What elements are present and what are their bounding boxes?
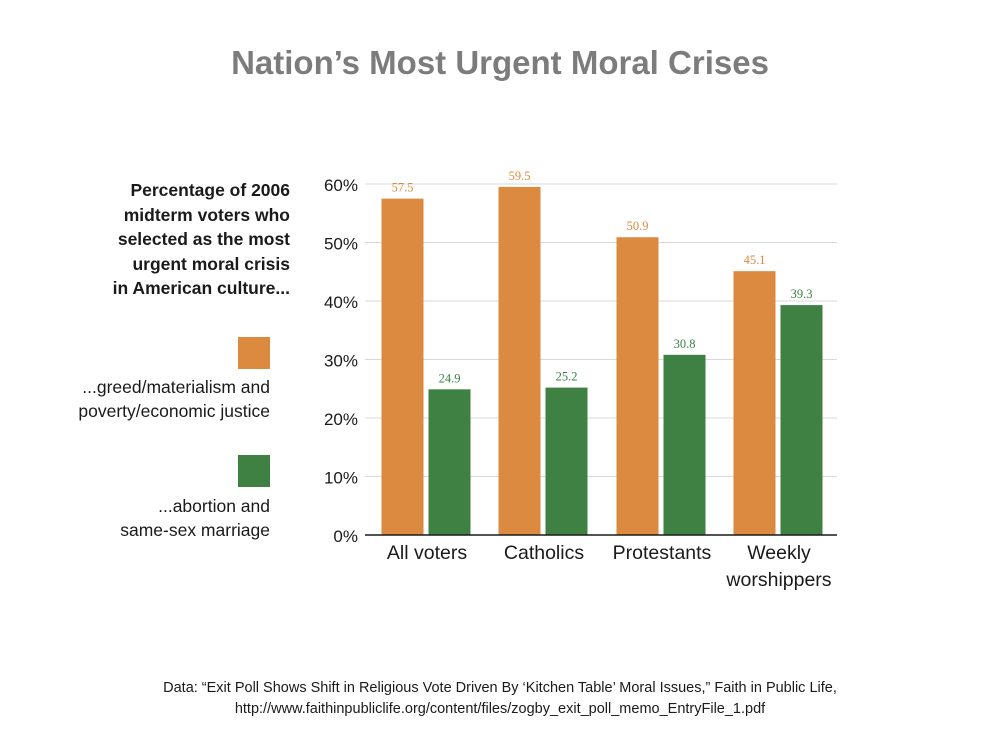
x-tick-label: All voters (387, 542, 467, 564)
x-tick-label: worshippers (725, 569, 831, 591)
legend-swatch-abortion (238, 455, 270, 487)
x-tick-label: Weekly (747, 542, 811, 564)
legend-heading-line: selected as the most (117, 229, 290, 249)
bar (498, 186, 541, 536)
y-tick-label: 20% (324, 410, 358, 429)
bar (616, 237, 659, 536)
y-tick-label: 40% (324, 293, 358, 312)
legend-label-line: poverty/economic justice (78, 401, 270, 421)
legend-heading-line: Percentage of 2006 (130, 180, 290, 200)
bar (428, 389, 471, 535)
legend-label-abortion: ...abortion and same-sex marriage (30, 494, 270, 542)
chart-title: Nation’s Most Urgent Moral Crises (231, 44, 769, 81)
data-label: 30.8 (674, 337, 696, 351)
data-label: 59.5 (509, 169, 531, 183)
legend-heading: Percentage of 2006 midterm voters who se… (60, 178, 290, 301)
data-label: 50.9 (627, 219, 649, 233)
bar (663, 354, 706, 535)
source-url: http://www.faithinpubliclife.org/content… (234, 701, 766, 717)
data-label: 24.9 (439, 371, 461, 385)
legend-label-line: ...abortion and (158, 496, 270, 516)
legend-label-line: same-sex marriage (120, 520, 270, 540)
x-tick-label: Catholics (504, 542, 584, 564)
bar (780, 305, 823, 535)
bar (381, 198, 424, 535)
legend-heading-line: midterm voters who (123, 204, 290, 225)
data-label: 45.1 (744, 253, 766, 267)
bar (733, 271, 776, 535)
y-tick-label: 60% (324, 176, 358, 195)
y-tick-label: 0% (333, 527, 358, 546)
legend-swatch-greed (238, 337, 270, 369)
x-tick-label: Protestants (613, 542, 712, 564)
y-tick-label: 50% (324, 235, 358, 254)
y-tick-label: 10% (324, 469, 358, 488)
bar (545, 387, 588, 535)
legend-label-line: ...greed/materialism and (82, 377, 270, 397)
y-tick-label: 30% (324, 352, 358, 371)
legend-heading-line: urgent moral crisis (132, 253, 290, 274)
legend-label-greed: ...greed/materialism and poverty/economi… (30, 375, 270, 423)
data-label: 39.3 (791, 287, 813, 301)
data-label: 25.2 (556, 370, 578, 384)
legend-heading-line: in American culture... (112, 278, 290, 298)
source-note: Data: “Exit Poll Shows Shift in Religiou… (0, 678, 1000, 720)
source-line: Data: “Exit Poll Shows Shift in Religiou… (163, 680, 837, 696)
data-label: 57.5 (392, 181, 414, 195)
